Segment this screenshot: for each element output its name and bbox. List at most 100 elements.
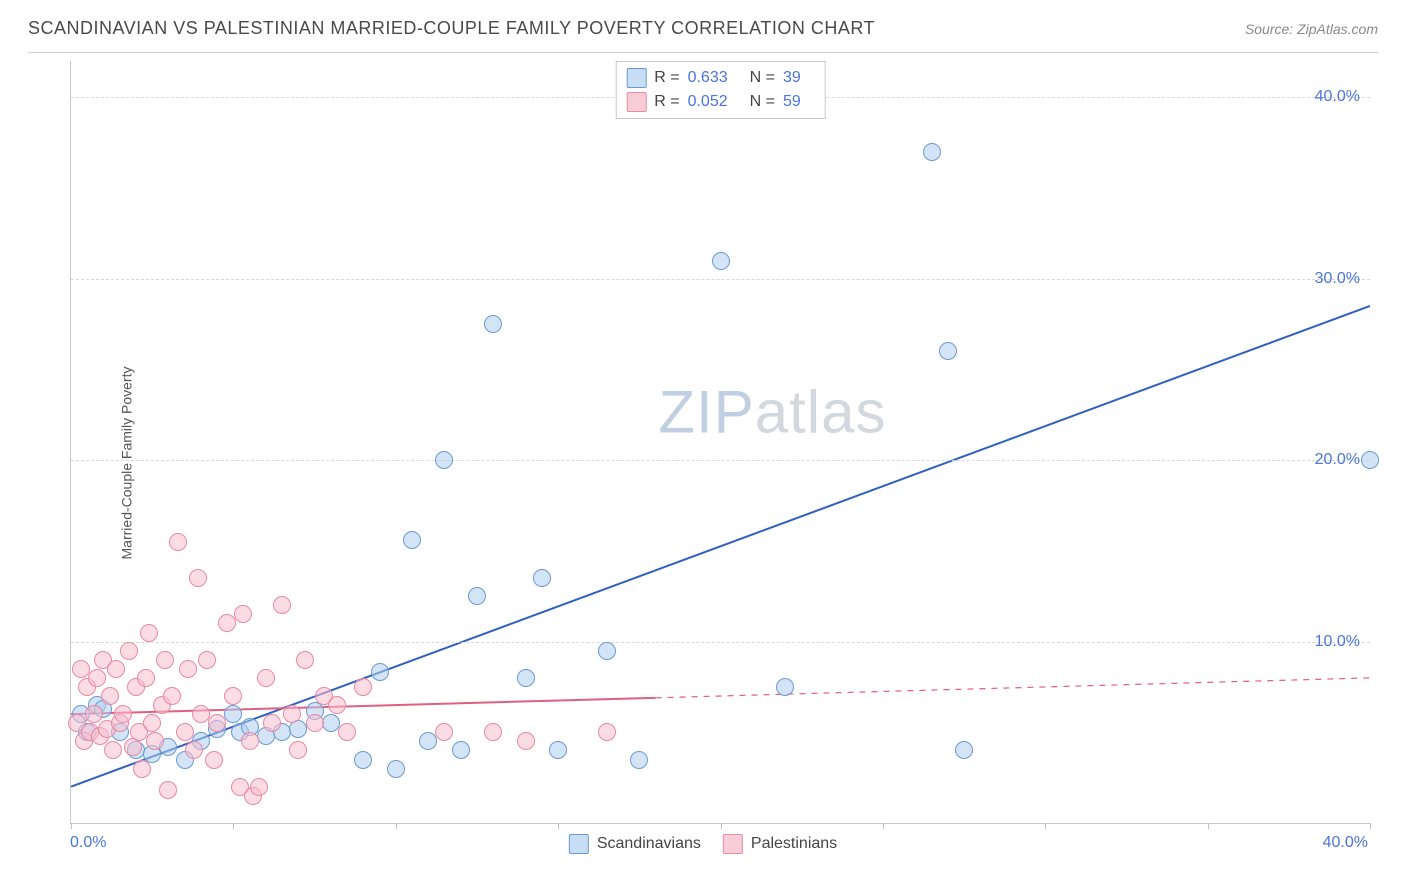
gridline	[71, 279, 1370, 280]
data-point-blue	[403, 531, 421, 549]
swatch-pink-icon	[626, 92, 646, 112]
swatch-pink-icon	[723, 834, 743, 854]
data-point-blue	[955, 741, 973, 759]
data-point-blue	[322, 714, 340, 732]
data-point-pink	[257, 669, 275, 687]
x-axis-max-label: 40.0%	[1323, 834, 1368, 852]
data-point-pink	[224, 687, 242, 705]
y-tick-label: 10.0%	[1315, 633, 1360, 651]
y-tick-label: 30.0%	[1315, 270, 1360, 288]
data-point-pink	[101, 687, 119, 705]
swatch-blue-icon	[626, 68, 646, 88]
data-point-blue	[630, 751, 648, 769]
chart-container: Married-Couple Family Poverty ZIPatlas R…	[28, 52, 1378, 872]
data-point-pink	[143, 714, 161, 732]
data-point-pink	[198, 651, 216, 669]
data-point-pink	[72, 660, 90, 678]
data-point-blue	[517, 669, 535, 687]
data-point-pink	[114, 705, 132, 723]
legend-item-scandinavians: Scandinavians	[569, 834, 701, 854]
n-label: N =	[750, 69, 775, 87]
data-point-pink	[208, 714, 226, 732]
n-value-blue: 39	[783, 69, 801, 87]
data-point-pink	[140, 624, 158, 642]
data-point-pink	[179, 660, 197, 678]
data-point-blue	[1361, 451, 1379, 469]
data-point-pink	[273, 596, 291, 614]
stats-row-pink: R = 0.052 N = 59	[626, 90, 815, 114]
data-point-pink	[234, 605, 252, 623]
data-point-pink	[296, 651, 314, 669]
data-point-blue	[484, 315, 502, 333]
data-point-pink	[146, 732, 164, 750]
x-tick	[1370, 823, 1371, 829]
data-point-blue	[419, 732, 437, 750]
data-point-pink	[263, 714, 281, 732]
data-point-pink	[328, 696, 346, 714]
data-point-pink	[88, 669, 106, 687]
data-point-pink	[484, 723, 502, 741]
data-point-pink	[205, 751, 223, 769]
trendline-blue	[71, 306, 1370, 787]
x-tick	[233, 823, 234, 829]
data-point-pink	[435, 723, 453, 741]
data-point-blue	[939, 342, 957, 360]
data-point-blue	[468, 587, 486, 605]
data-point-pink	[107, 660, 125, 678]
stats-legend: R = 0.633 N = 39 R = 0.052 N = 59	[615, 61, 826, 119]
x-tick	[883, 823, 884, 829]
x-tick	[721, 823, 722, 829]
legend-label: Scandinavians	[597, 835, 701, 853]
data-point-pink	[283, 705, 301, 723]
x-axis-min-label: 0.0%	[70, 834, 106, 852]
watermark: ZIPatlas	[658, 377, 886, 446]
data-point-blue	[549, 741, 567, 759]
r-label: R =	[654, 69, 679, 87]
stats-row-blue: R = 0.633 N = 39	[626, 66, 815, 90]
data-point-pink	[176, 723, 194, 741]
data-point-pink	[306, 714, 324, 732]
data-point-pink	[85, 705, 103, 723]
x-tick	[396, 823, 397, 829]
data-point-blue	[598, 642, 616, 660]
data-point-pink	[156, 651, 174, 669]
data-point-blue	[224, 705, 242, 723]
swatch-blue-icon	[569, 834, 589, 854]
trend-lines-layer	[71, 61, 1370, 823]
data-point-pink	[250, 778, 268, 796]
data-point-pink	[104, 741, 122, 759]
x-tick	[1208, 823, 1209, 829]
data-point-pink	[598, 723, 616, 741]
data-point-blue	[371, 663, 389, 681]
data-point-pink	[189, 569, 207, 587]
data-point-pink	[133, 760, 151, 778]
plot-area: ZIPatlas R = 0.633 N = 39 R = 0.052 N = …	[70, 61, 1370, 824]
data-point-pink	[120, 642, 138, 660]
legend-item-palestinians: Palestinians	[723, 834, 837, 854]
data-point-pink	[517, 732, 535, 750]
data-point-blue	[923, 143, 941, 161]
legend-label: Palestinians	[751, 835, 837, 853]
data-point-pink	[338, 723, 356, 741]
data-point-blue	[387, 760, 405, 778]
data-point-pink	[185, 741, 203, 759]
data-point-blue	[712, 252, 730, 270]
data-point-pink	[218, 614, 236, 632]
data-point-blue	[435, 451, 453, 469]
y-tick-label: 20.0%	[1315, 451, 1360, 469]
data-point-pink	[163, 687, 181, 705]
x-tick	[558, 823, 559, 829]
series-legend: Scandinavians Palestinians	[569, 834, 837, 854]
x-tick	[71, 823, 72, 829]
data-point-blue	[533, 569, 551, 587]
data-point-blue	[452, 741, 470, 759]
watermark-atlas: atlas	[755, 378, 887, 445]
data-point-pink	[289, 741, 307, 759]
n-label: N =	[750, 93, 775, 111]
data-point-pink	[159, 781, 177, 799]
trendline-pink-extrapolated	[656, 678, 1370, 698]
source-attribution: Source: ZipAtlas.com	[1245, 21, 1378, 37]
data-point-pink	[354, 678, 372, 696]
data-point-pink	[241, 732, 259, 750]
y-tick-label: 40.0%	[1315, 88, 1360, 106]
